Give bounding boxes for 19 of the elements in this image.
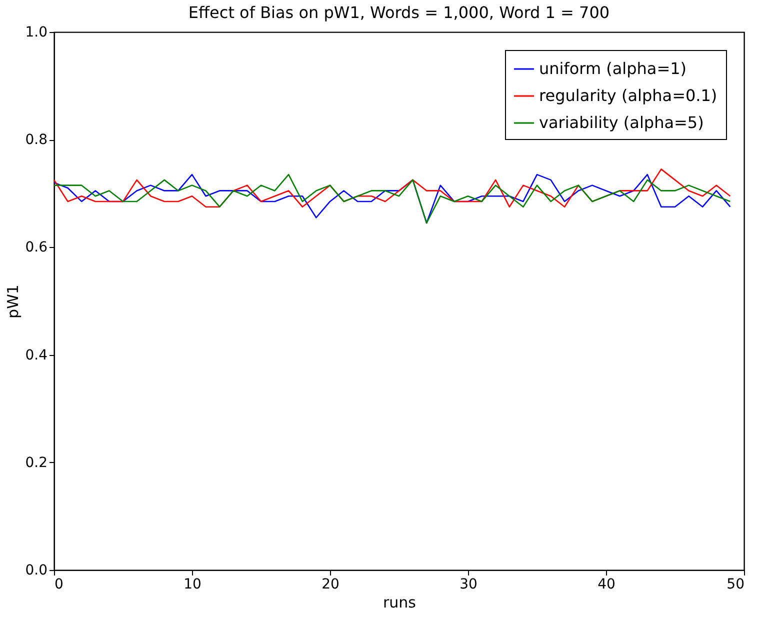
x-tick-label: 30 [460,576,478,592]
x-tick-label: 40 [598,576,616,592]
x-tick-label: 0 [54,576,64,592]
x-tick-label: 50 [726,576,744,592]
chart-title: Effect of Bias on pW1, Words = 1,000, Word 1 = 700 [188,3,610,22]
legend-label: uniform (alpha=1) [539,59,687,78]
y-tick-label: 0.0 [25,562,48,578]
legend-label: regularity (alpha=0.1) [539,86,718,105]
y-axis-title: pW1 [4,284,22,318]
x-axis-title: runs [383,594,416,612]
y-tick-label: 0.2 [25,454,48,471]
line-series [53,174,731,224]
y-tick-label: 0.8 [25,132,48,148]
legend-label: variability (alpha=5) [539,113,704,132]
y-tick-label: 0.6 [25,240,48,256]
x-tick-label: 20 [322,576,340,592]
y-tick-label: 1.0 [25,24,48,40]
x-tick-label: 10 [184,576,202,592]
y-tick-label: 0.4 [25,347,48,364]
